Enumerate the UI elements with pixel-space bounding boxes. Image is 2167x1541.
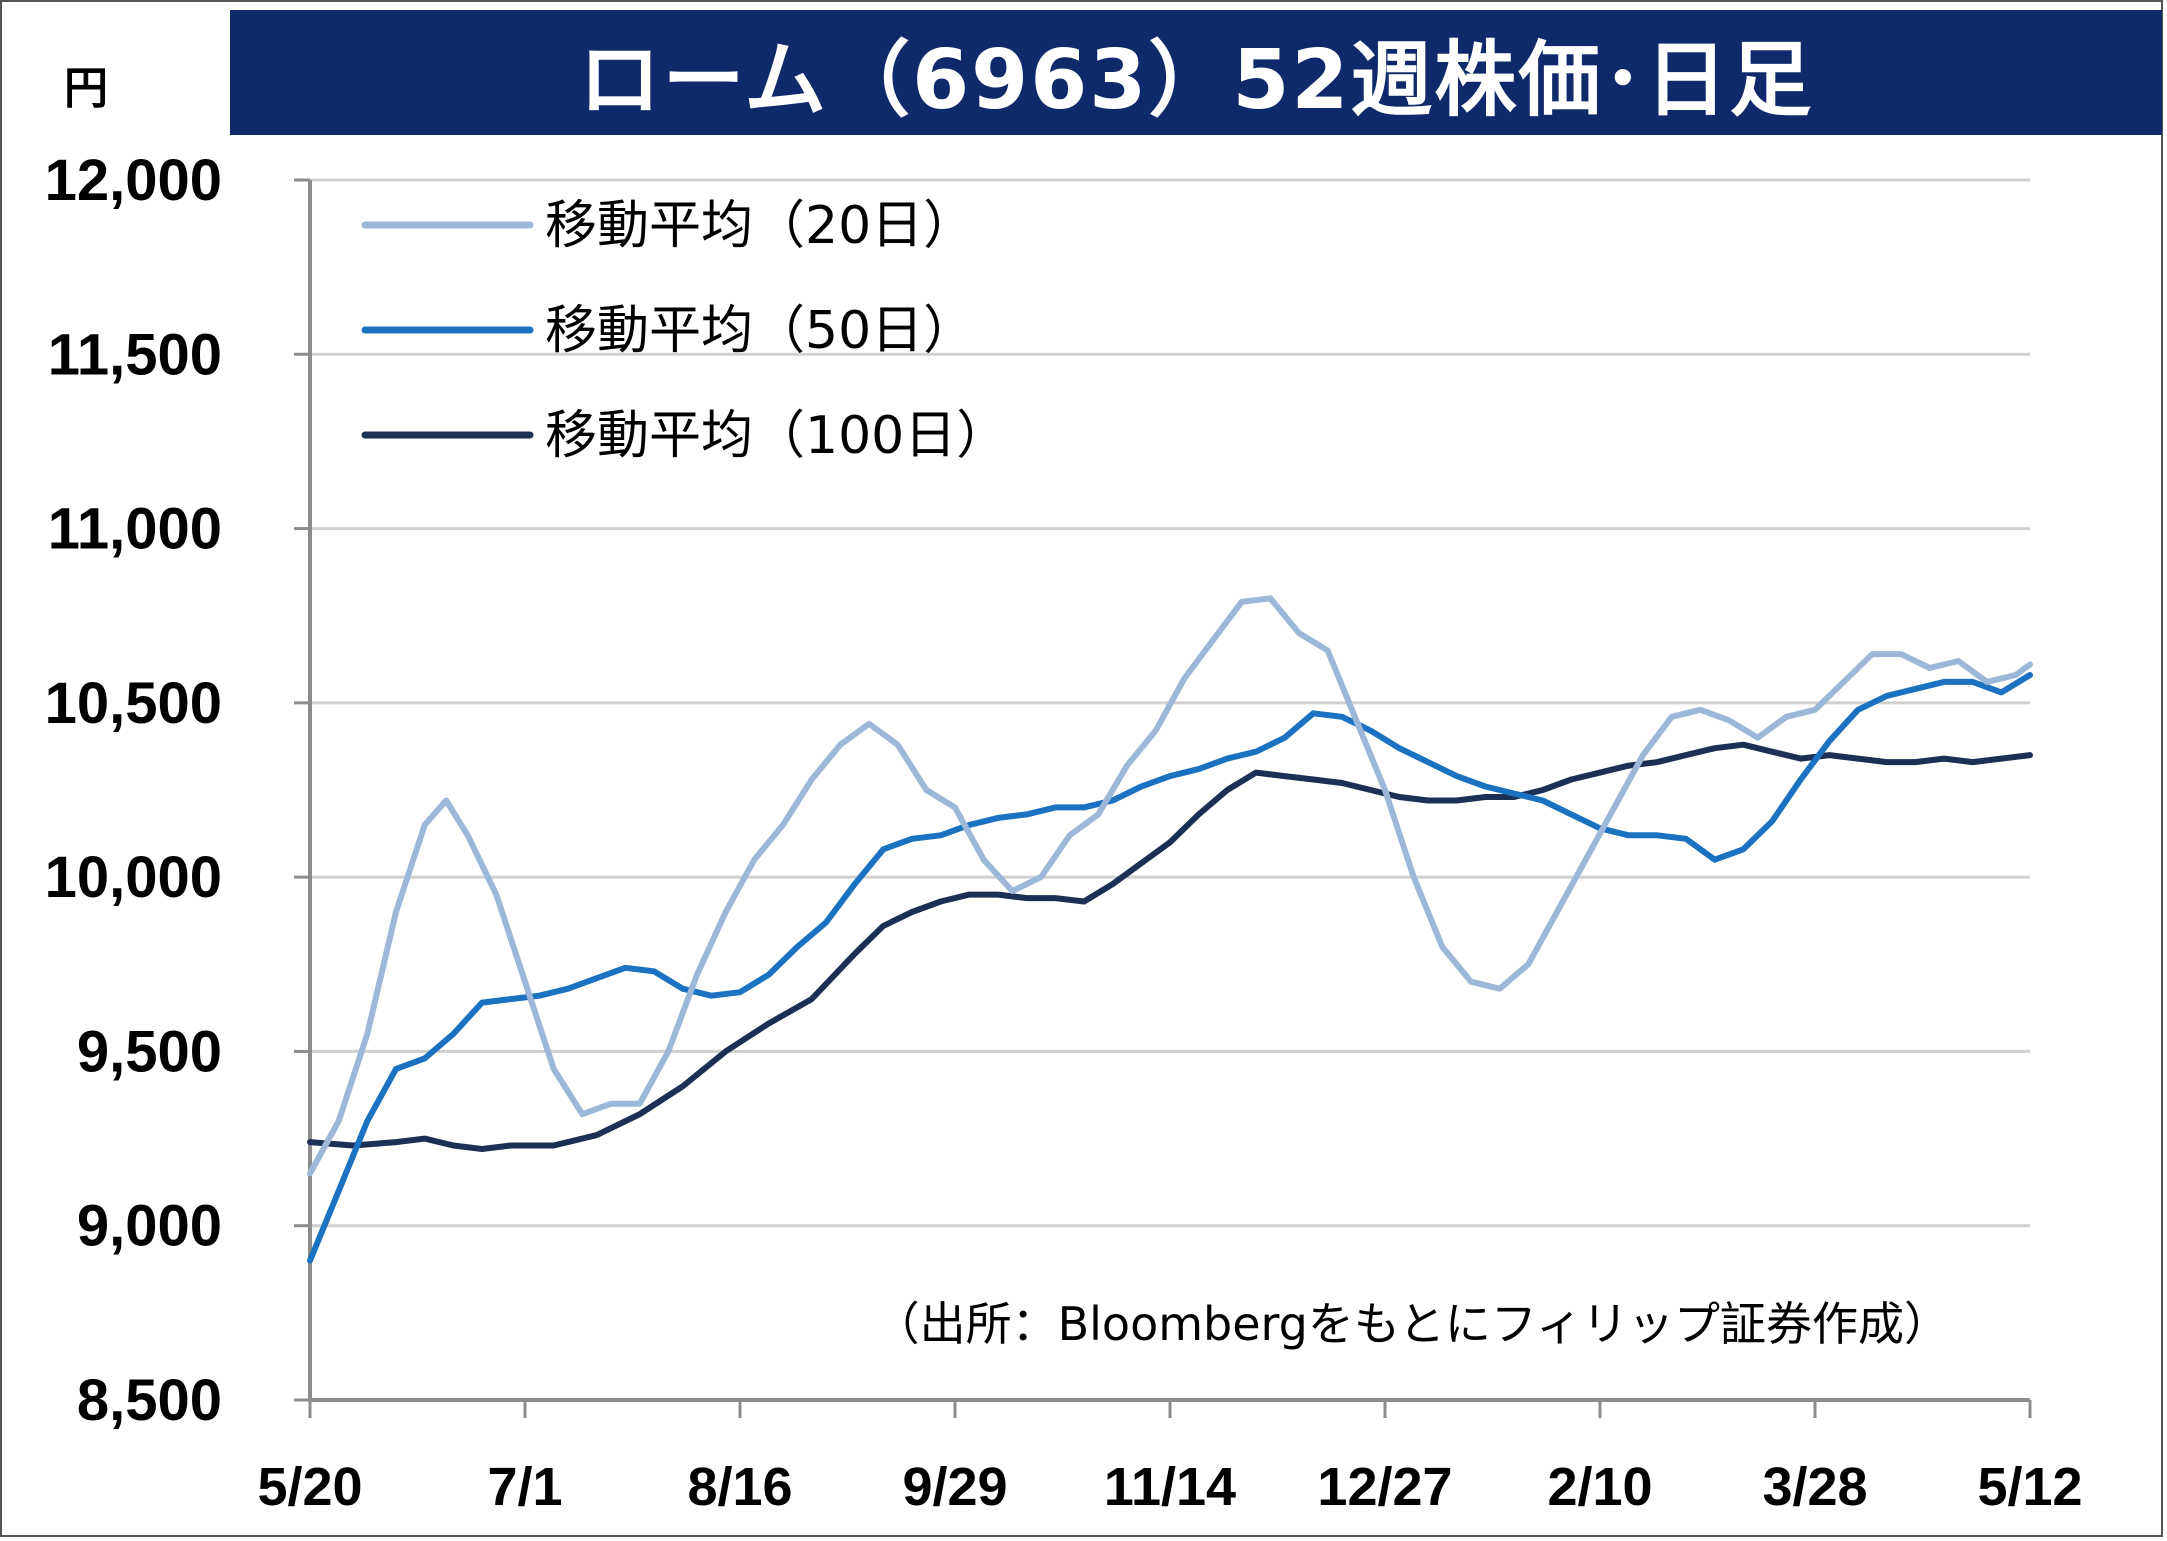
x-tick-label: 5/12: [1977, 1457, 2082, 1517]
y-axis-unit: 円: [64, 63, 108, 114]
axes: [294, 178, 2032, 1418]
chart-title-text: ローム（6963）52週株価･日足: [578, 33, 1814, 128]
series-line-ma20: [307, 595, 2033, 1177]
series-line-ma100: [307, 741, 2033, 1152]
legend-label-ma50: 移動平均（50日）: [545, 301, 975, 361]
moving-average-lines: [307, 595, 2033, 1264]
y-tick-label: 11,000: [48, 497, 222, 562]
y-tick-label: 10,000: [45, 845, 222, 910]
chart-title: ローム（6963）52週株価･日足: [230, 10, 2162, 135]
legend-label-ma20: 移動平均（20日）: [545, 196, 975, 256]
x-tick-label: 11/14: [1104, 1457, 1236, 1517]
legend: 移動平均（20日） 移動平均（50日） 移動平均（100日）: [361, 196, 1008, 466]
x-tick-label: 7/1: [487, 1457, 562, 1517]
y-tick-label: 9,500: [77, 1019, 222, 1084]
x-tick-label: 5/20: [257, 1457, 362, 1517]
legend-label-ma100: 移動平均（100日）: [545, 406, 1008, 466]
x-tick-label: 3/28: [1762, 1457, 1867, 1517]
y-tick-label: 10,500: [45, 671, 222, 736]
x-tick-labels: 5/20 7/1 8/16 9/29 11/14 12/27 2/10 3/28 5/12: [257, 1457, 2082, 1517]
source-note: （出所：Bloombergをもとにフィリップ証券作成）: [874, 1297, 1950, 1351]
x-tick-label: 9/29: [902, 1457, 1007, 1517]
y-tick-label: 12,000: [45, 148, 222, 213]
x-tick-label: 12/27: [1317, 1457, 1452, 1517]
y-tick-label: 11,500: [48, 322, 222, 387]
x-tick-label: 2/10: [1547, 1457, 1652, 1517]
y-tick-label: 9,000: [77, 1194, 222, 1259]
series-line-ma50: [307, 672, 2033, 1264]
y-tick-label: 8,500: [77, 1368, 222, 1433]
x-tick-label: 8/16: [687, 1457, 792, 1517]
y-tick-labels: 12,000 11,500 11,000 10,500 10,000 9,500 9,000…: [45, 148, 222, 1433]
grid-lines: [310, 178, 2030, 1228]
